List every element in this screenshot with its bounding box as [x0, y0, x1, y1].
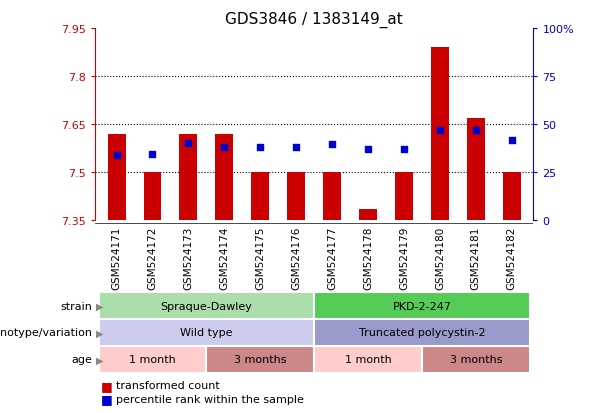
- Bar: [314, 319, 530, 346]
- Text: GSM524182: GSM524182: [507, 226, 517, 290]
- Text: GSM524175: GSM524175: [255, 226, 265, 290]
- Text: GSM524172: GSM524172: [148, 226, 158, 290]
- Text: 1 month: 1 month: [345, 354, 392, 365]
- Bar: [251, 173, 269, 221]
- Bar: [108, 135, 126, 221]
- Text: ▶: ▶: [96, 354, 104, 365]
- Point: [363, 146, 373, 153]
- Text: Wild type: Wild type: [180, 328, 233, 338]
- Bar: [422, 346, 530, 373]
- Text: ▶: ▶: [96, 301, 104, 311]
- Text: 1 month: 1 month: [129, 354, 176, 365]
- Point: [399, 146, 409, 153]
- Text: GSM524177: GSM524177: [327, 226, 337, 290]
- Point: [291, 145, 301, 151]
- Bar: [99, 319, 314, 346]
- Text: Truncated polycystin-2: Truncated polycystin-2: [359, 328, 485, 338]
- Bar: [431, 48, 449, 221]
- Text: GSM524176: GSM524176: [291, 226, 301, 290]
- Bar: [467, 119, 485, 221]
- Bar: [314, 292, 530, 319]
- Text: GSM524174: GSM524174: [219, 226, 229, 290]
- Bar: [207, 346, 314, 373]
- Bar: [503, 173, 520, 221]
- Title: GDS3846 / 1383149_at: GDS3846 / 1383149_at: [226, 12, 403, 28]
- Point: [219, 145, 229, 151]
- Bar: [287, 173, 305, 221]
- Text: ■: ■: [101, 379, 113, 392]
- Bar: [180, 135, 197, 221]
- Point: [327, 142, 337, 148]
- Text: age: age: [71, 354, 92, 365]
- Text: strain: strain: [60, 301, 92, 311]
- Bar: [99, 346, 207, 373]
- Text: Spraque-Dawley: Spraque-Dawley: [161, 301, 253, 311]
- Point: [471, 127, 481, 134]
- Text: 3 months: 3 months: [449, 354, 502, 365]
- Text: GSM524181: GSM524181: [471, 226, 481, 290]
- Text: ■: ■: [101, 392, 113, 405]
- Text: genotype/variation: genotype/variation: [0, 328, 92, 338]
- Point: [148, 151, 158, 158]
- Point: [183, 140, 193, 147]
- Text: GSM524179: GSM524179: [399, 226, 409, 290]
- Bar: [99, 292, 314, 319]
- Bar: [359, 210, 377, 221]
- Text: GSM524171: GSM524171: [112, 226, 121, 290]
- Point: [507, 138, 517, 144]
- Bar: [215, 135, 234, 221]
- Text: GSM524173: GSM524173: [183, 226, 194, 290]
- Bar: [395, 173, 413, 221]
- Text: GSM524178: GSM524178: [363, 226, 373, 290]
- Point: [256, 145, 265, 151]
- Text: ▶: ▶: [96, 328, 104, 338]
- Point: [112, 152, 121, 159]
- Bar: [323, 173, 341, 221]
- Text: transformed count: transformed count: [116, 380, 220, 390]
- Point: [435, 127, 445, 134]
- Text: PKD-2-247: PKD-2-247: [392, 301, 451, 311]
- Bar: [143, 173, 161, 221]
- Text: 3 months: 3 months: [234, 354, 286, 365]
- Text: GSM524180: GSM524180: [435, 226, 445, 290]
- Bar: [314, 346, 422, 373]
- Text: percentile rank within the sample: percentile rank within the sample: [116, 394, 304, 404]
